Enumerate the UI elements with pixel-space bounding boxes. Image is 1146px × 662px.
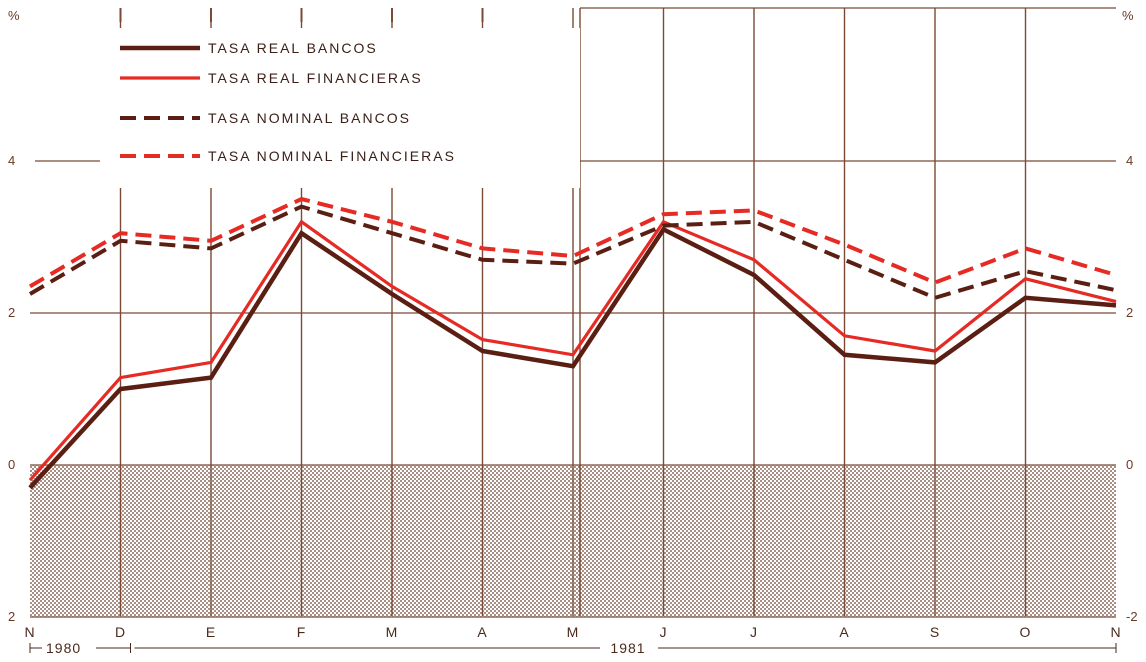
year-label: 1980 — [46, 640, 81, 656]
x-tick-label: S — [930, 624, 940, 640]
legend-label-4: TASA NOMINAL FINANCIERAS — [208, 148, 456, 164]
legend-background — [104, 28, 580, 188]
y-tick-label-left: 2 — [8, 609, 15, 624]
x-tick-label: A — [839, 624, 849, 640]
x-tick-label: J — [660, 624, 668, 640]
y-unit-left: % — [8, 8, 20, 23]
x-tick-label: N — [1110, 624, 1121, 640]
y-tick-label-right: 0 — [1126, 457, 1133, 472]
series-line-4 — [28, 196, 1117, 289]
series-line-1 — [28, 226, 1117, 490]
y-unit-right: % — [1122, 8, 1134, 23]
y-tick-label-right: 2 — [1126, 305, 1133, 320]
x-tick-label: M — [386, 624, 399, 640]
x-tick-label: D — [115, 624, 126, 640]
series-line-3 — [28, 204, 1117, 300]
x-tick-label: J — [750, 624, 758, 640]
x-tick-label: F — [297, 624, 307, 640]
x-tick-label: A — [477, 624, 487, 640]
y-tick-label-left: 2 — [8, 305, 15, 320]
legend-label-3: TASA NOMINAL BANCOS — [208, 110, 411, 126]
legend-label-2: TASA REAL FINANCIERAS — [208, 70, 423, 86]
y-tick-label-right: 4 — [1126, 153, 1133, 168]
year-label: 1981 — [610, 640, 645, 656]
x-tick-label: N — [24, 624, 35, 640]
series-line-2 — [28, 219, 1117, 482]
x-tick-label: M — [567, 624, 580, 640]
legend-label-1: TASA REAL BANCOS — [208, 40, 378, 56]
x-tick-label: E — [206, 624, 216, 640]
y-tick-label-left: 0 — [8, 457, 15, 472]
y-tick-label-right: -2 — [1126, 609, 1138, 624]
y-tick-label-left: 4 — [8, 153, 15, 168]
x-tick-label: O — [1020, 624, 1032, 640]
